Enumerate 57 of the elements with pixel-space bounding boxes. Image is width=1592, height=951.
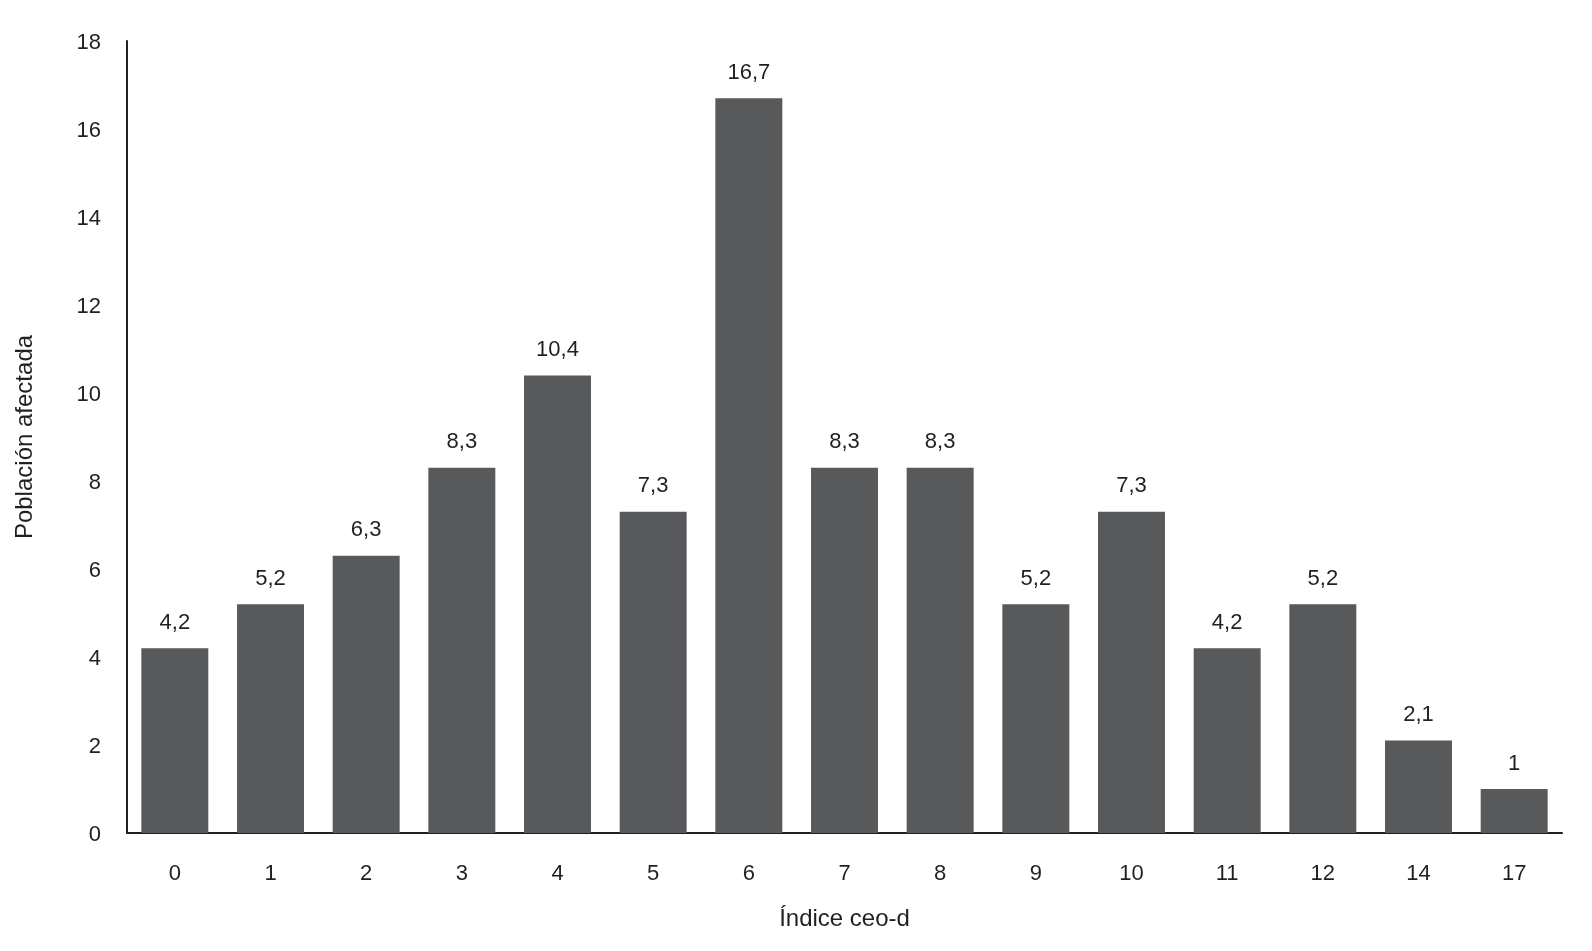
x-tick-label: 4 xyxy=(551,859,564,885)
data-label: 7,3 xyxy=(1116,472,1147,498)
data-label: 1 xyxy=(1508,749,1521,775)
data-label: 8,3 xyxy=(829,428,860,454)
data-label: 4,2 xyxy=(1211,608,1243,634)
bar xyxy=(1098,511,1165,833)
x-tick-label: 14 xyxy=(1406,859,1431,885)
y-tick-label: 16 xyxy=(76,116,101,142)
data-label: 5,2 xyxy=(255,564,286,590)
bar xyxy=(811,467,878,833)
x-tick-label: 3 xyxy=(455,859,468,885)
x-tick-label: 12 xyxy=(1310,859,1336,885)
x-tick-label: 9 xyxy=(1029,859,1042,885)
data-label: 8,3 xyxy=(924,428,956,454)
y-tick-label: 8 xyxy=(88,468,101,494)
x-tick-label: 10 xyxy=(1119,859,1144,885)
bar xyxy=(619,511,687,833)
bar xyxy=(141,648,209,833)
x-axis-title: Índice ceo-d xyxy=(779,903,910,931)
x-tick-label: 2 xyxy=(360,859,373,885)
y-tick-label: 18 xyxy=(76,28,101,54)
bar xyxy=(1480,789,1548,833)
data-label: 7,3 xyxy=(637,472,669,498)
data-label: 5,2 xyxy=(1307,564,1339,590)
y-tick-label: 14 xyxy=(76,204,101,230)
data-label: 10,4 xyxy=(536,335,579,361)
y-tick-label: 10 xyxy=(76,380,101,406)
data-label: 16,7 xyxy=(727,58,771,84)
x-tick-label: 7 xyxy=(838,859,851,885)
bar xyxy=(428,467,496,833)
bar xyxy=(1385,740,1452,833)
data-label: 5,2 xyxy=(1020,564,1052,590)
x-tick-label: 1 xyxy=(264,859,277,885)
data-label: 8,3 xyxy=(446,428,478,454)
y-axis-title: Población afectada xyxy=(9,334,37,540)
bar xyxy=(906,467,974,833)
y-tick-label: 6 xyxy=(88,556,101,582)
bar xyxy=(1193,648,1261,833)
x-tick-label: 5 xyxy=(647,859,660,885)
x-tick-label: 6 xyxy=(742,859,755,885)
bar xyxy=(524,375,591,833)
x-tick-label: 11 xyxy=(1215,859,1239,885)
y-tick-label: 12 xyxy=(76,292,101,318)
bar xyxy=(332,555,400,833)
bar xyxy=(1289,604,1357,833)
bar xyxy=(1002,604,1070,833)
x-tick-label: 17 xyxy=(1501,859,1527,885)
bar xyxy=(715,98,783,833)
x-tick-label: 0 xyxy=(168,859,181,885)
y-tick-label: 4 xyxy=(88,644,101,670)
y-tick-label: 2 xyxy=(88,732,101,758)
data-label: 2,1 xyxy=(1403,701,1434,727)
y-tick-label: 0 xyxy=(88,820,101,846)
bar xyxy=(237,604,304,833)
data-label: 4,2 xyxy=(159,608,191,634)
data-label: 6,3 xyxy=(350,516,382,542)
x-tick-label: 8 xyxy=(934,859,947,885)
